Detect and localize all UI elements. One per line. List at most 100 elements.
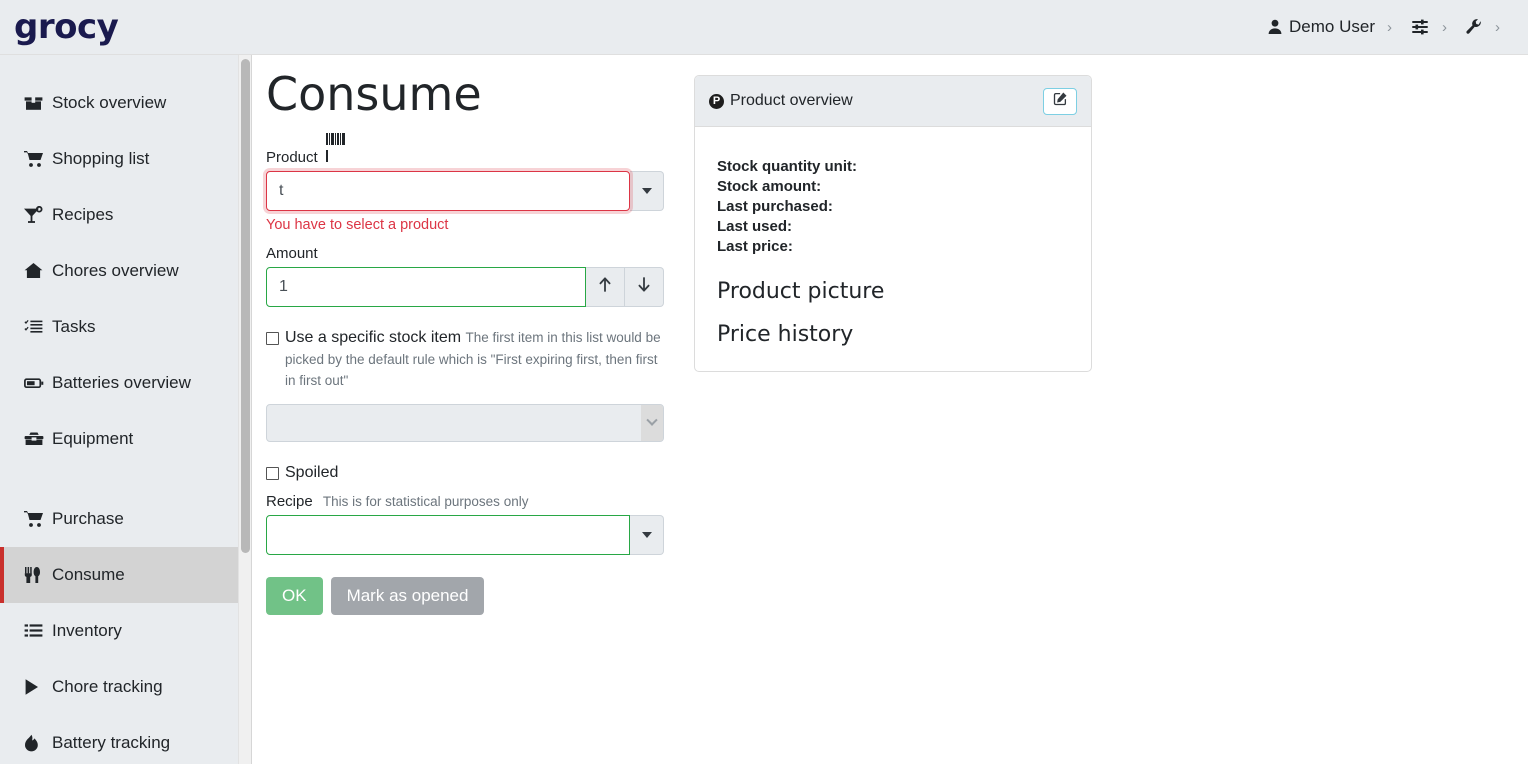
toolbox-icon (24, 431, 50, 447)
product-input[interactable] (266, 171, 630, 211)
user-name-label: Demo User (1289, 17, 1375, 36)
sidebar-divider-gap (0, 467, 251, 491)
recipe-input-group (266, 515, 664, 556)
play-icon (24, 678, 50, 696)
form-actions: OK Mark as opened (266, 577, 664, 616)
recipe-form-group: Recipe This is for statistical purposes … (266, 493, 664, 556)
shopping-cart-icon (24, 150, 50, 168)
amount-form-group: Amount (266, 245, 664, 307)
stock-quantity-unit-label: Stock quantity unit: (717, 158, 857, 175)
recipe-input[interactable] (266, 515, 630, 556)
tools-menu[interactable] (1457, 9, 1491, 45)
caret-down-icon (641, 188, 652, 194)
sidebar-item-chores-overview[interactable]: Chores overview (0, 243, 251, 299)
flame-icon (24, 734, 50, 752)
wrench-icon (1465, 18, 1483, 36)
shopping-cart-icon (24, 510, 50, 528)
spoiled-label: Spoiled (285, 463, 339, 481)
sidebar-label: Tasks (52, 317, 96, 336)
specific-stock-item-label: Use a specific stock item (285, 329, 462, 346)
price-history-heading: Price history (717, 322, 854, 347)
sidebar-item-purchase[interactable]: Purchase (0, 491, 251, 547)
sidebar-item-consume[interactable]: Consume (0, 547, 251, 603)
sidebar-item-tasks[interactable]: Tasks (0, 299, 251, 355)
edit-product-button[interactable] (1043, 87, 1077, 115)
spoiled-checkbox[interactable] (266, 466, 279, 480)
specific-stock-item-hint: The first item in this list would be pic… (285, 330, 661, 389)
specific-stock-item-text: Use a specific stock item The first item… (285, 327, 664, 392)
product-overview-title: P Product overview (709, 92, 853, 110)
stock-amount-label: Stock amount: (717, 178, 822, 195)
amount-input[interactable] (266, 267, 586, 307)
product-error-message: You have to select a product (266, 217, 449, 233)
app-logo[interactable]: grocy (14, 7, 119, 47)
barcode-icon (325, 133, 348, 162)
product-input-group (266, 171, 664, 211)
top-navbar: grocy Demo User › (0, 0, 1528, 55)
recipe-hint: This is for statistical purposes only (322, 494, 529, 510)
amount-decrement-button[interactable] (625, 267, 664, 307)
battery-icon (24, 376, 50, 390)
box-icon (24, 95, 50, 112)
specific-stock-item-checkbox[interactable] (266, 332, 279, 345)
sidebar-label: Inventory (52, 621, 122, 640)
pencil-square-icon (1053, 91, 1068, 111)
sidebar-scrollbar-thumb[interactable] (241, 59, 250, 553)
sidebar-item-inventory[interactable]: Inventory (0, 603, 251, 659)
arrow-up-icon (597, 276, 613, 298)
product-overview-card: P Product overview Stock quantity unit: … (694, 75, 1092, 372)
sidebar-label: Batteries overview (52, 373, 191, 392)
sidebar-item-batteries-overview[interactable]: Batteries overview (0, 355, 251, 411)
user-menu[interactable]: Demo User (1259, 9, 1383, 45)
specific-stock-item-select[interactable] (266, 403, 664, 442)
sliders-icon (1410, 18, 1430, 36)
sidebar-item-recipes[interactable]: Recipes (0, 187, 251, 243)
amount-increment-button[interactable] (586, 267, 625, 307)
utensils-icon (24, 566, 50, 584)
product-overview-header: P Product overview (695, 76, 1091, 127)
arrow-down-icon (636, 276, 652, 298)
settings-menu-chevron-icon[interactable]: › (1442, 18, 1447, 36)
user-menu-chevron-icon[interactable]: › (1387, 18, 1392, 36)
sidebar-item-battery-tracking[interactable]: Battery tracking (0, 715, 251, 764)
sidebar-label: Recipes (52, 205, 114, 224)
sidebar-item-stock-overview[interactable]: Stock overview (0, 75, 251, 131)
product-form-group: Product You have to select a product (266, 133, 664, 233)
main-content: Consume Product You have to select a pro… (252, 55, 1528, 764)
last-used-label: Last used: (717, 218, 793, 235)
product-circle-icon: P (709, 93, 724, 109)
product-dropdown-button[interactable] (630, 171, 664, 211)
product-overview-title-text: Product overview (730, 92, 853, 109)
user-icon (1267, 19, 1283, 35)
chevron-down-icon (646, 414, 658, 426)
cocktail-icon (24, 206, 50, 224)
recipe-dropdown-button[interactable] (630, 515, 664, 556)
page-title: Consume (266, 67, 482, 121)
sidebar-label: Chore tracking (52, 677, 163, 696)
home-icon (24, 262, 50, 280)
settings-menu[interactable] (1402, 9, 1438, 45)
list-icon (24, 623, 50, 639)
spoiled-text: Spoiled (285, 462, 338, 484)
ok-button[interactable]: OK (266, 577, 323, 616)
consume-form: Product You have to select a product Amo… (266, 133, 664, 616)
sidebar-scrollbar[interactable] (238, 55, 251, 764)
sidebar-label: Chores overview (52, 261, 179, 280)
tasks-icon (24, 319, 50, 336)
amount-label: Amount (266, 245, 318, 262)
product-picture-heading: Product picture (717, 279, 885, 304)
sidebar-label: Battery tracking (52, 733, 171, 752)
sidebar-item-equipment[interactable]: Equipment (0, 411, 251, 467)
last-price-label: Last price: (717, 238, 793, 255)
sidebar-item-shopping-list[interactable]: Shopping list (0, 131, 251, 187)
sidebar-label: Stock overview (52, 93, 167, 112)
spoiled-row: Spoiled (266, 462, 664, 484)
last-purchased-label: Last purchased: (717, 198, 833, 215)
caret-down-icon (641, 532, 652, 539)
tools-menu-chevron-icon[interactable]: › (1495, 18, 1500, 36)
mark-as-opened-button[interactable]: Mark as opened (330, 577, 485, 616)
sidebar: Stock overview Shopping list Recipes (0, 55, 252, 764)
sidebar-label: Equipment (52, 429, 134, 448)
sidebar-item-chore-tracking[interactable]: Chore tracking (0, 659, 251, 715)
sidebar-label: Consume (52, 565, 125, 584)
